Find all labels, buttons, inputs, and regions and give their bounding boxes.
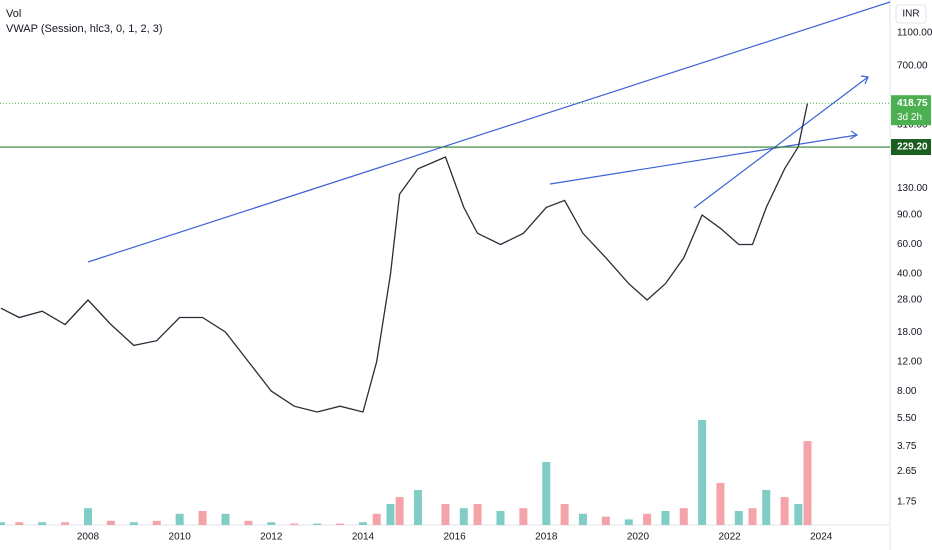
arrow-head [849, 130, 859, 140]
x-tick-label: 2018 [535, 532, 558, 543]
volume-bar [643, 513, 652, 525]
volume-bar [519, 508, 528, 525]
volume-bar [542, 462, 551, 525]
volume-bar [313, 523, 322, 525]
trend-lines [87, 1, 891, 263]
volume-bar [560, 504, 569, 525]
volume-bar [244, 520, 253, 525]
trend-line [549, 134, 858, 185]
countdown: 3d 2h [897, 112, 922, 123]
volume-bar [679, 508, 688, 525]
x-tick-label: 2012 [260, 532, 283, 543]
volume-bar [734, 511, 743, 525]
currency[interactable]: INR [902, 9, 919, 20]
y-tick-label: 12.00 [897, 356, 922, 367]
y-tick-label: 5.50 [897, 413, 917, 424]
volume-bar [15, 522, 24, 525]
indicator-label: Vol [6, 8, 21, 20]
volume-bar [496, 511, 505, 525]
volume-bar [152, 520, 161, 525]
y-tick-label: 310.00 [897, 120, 928, 131]
y-tick-label: 2.65 [897, 466, 917, 477]
indicator-label: VWAP (Session, hlc3, 0, 1, 2, 3) [6, 23, 163, 35]
volume-bar [661, 511, 670, 525]
y-tick-label: 18.00 [897, 327, 922, 338]
trend-line [693, 76, 869, 209]
last-price-tag [891, 95, 931, 126]
arrow-head [860, 75, 869, 85]
y-tick-label: 3.75 [897, 441, 917, 452]
y-tick-label: 1.75 [897, 496, 917, 507]
volume-bar [175, 513, 184, 525]
volume-bar [601, 516, 610, 525]
volume-bar [716, 483, 725, 525]
y-tick-label: 40.00 [897, 269, 922, 280]
volume-bar [372, 513, 381, 525]
volume-bar [386, 504, 395, 525]
volume-bar [358, 522, 367, 525]
y-tick-label: 90.00 [897, 210, 922, 221]
volume-bar [698, 420, 707, 525]
volume-bar [624, 519, 633, 525]
volume-bar [38, 522, 47, 525]
volume-bar [803, 441, 812, 525]
y-tick-label: 130.00 [897, 183, 928, 194]
last-price-label: 418.75 [897, 98, 928, 109]
volume-bar [198, 511, 207, 525]
volume-bar [106, 520, 115, 525]
price-line [0, 103, 809, 413]
volume-bar [0, 522, 5, 525]
level-tag [891, 139, 931, 156]
x-tick-label: 2014 [352, 532, 375, 543]
y-tick-label: 60.00 [897, 239, 922, 250]
x-tick-label: 2020 [627, 532, 650, 543]
y-tick-label: 700.00 [897, 60, 928, 71]
x-tick-label: 2022 [718, 532, 741, 543]
y-tick-label: 1100.00 [897, 28, 932, 39]
volume-bar [61, 522, 70, 525]
volume-bar [762, 490, 771, 525]
y-tick-label: 28.00 [897, 295, 922, 306]
volume-bar [780, 497, 789, 525]
volume-bar [83, 508, 92, 525]
volume-bar [336, 523, 345, 525]
volume-bar [794, 504, 803, 525]
trend-line [87, 1, 891, 263]
x-tick-label: 2010 [169, 532, 192, 543]
volume-bar [267, 522, 276, 525]
level-label: 229.20 [897, 142, 928, 153]
x-tick-label: 2008 [77, 532, 100, 543]
x-tick-label: 2024 [810, 532, 833, 543]
volume-bar [748, 508, 757, 525]
currency-box[interactable] [895, 4, 927, 24]
y-tick-label: 8.00 [897, 386, 917, 397]
volume-bar [578, 513, 587, 525]
volume-bar [441, 504, 450, 525]
volume-bar [473, 504, 482, 525]
x-tick-label: 2016 [443, 532, 466, 543]
volume-bar [290, 523, 299, 525]
volume-bar [129, 522, 138, 525]
volume-bar [413, 490, 422, 525]
volume-bar [395, 497, 404, 525]
volume-bar [221, 513, 230, 525]
volume-bar [459, 508, 468, 525]
